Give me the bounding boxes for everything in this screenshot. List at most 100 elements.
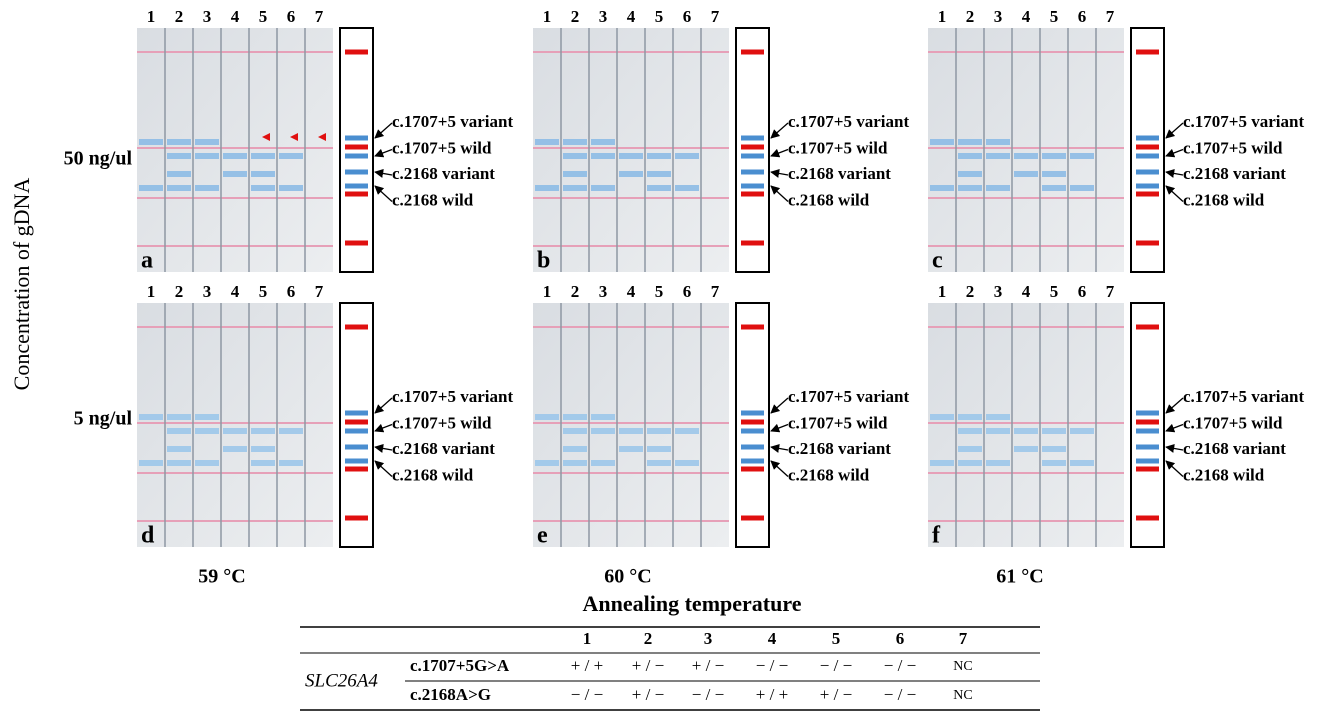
probe-band <box>1014 171 1038 177</box>
probe-band <box>1070 428 1094 434</box>
reference-band <box>345 191 368 197</box>
probe-band <box>563 185 587 191</box>
lane-number: 1 <box>938 7 947 26</box>
probe-band <box>647 185 671 191</box>
band-label: c.2168 wild <box>1183 190 1265 209</box>
probe-band <box>167 185 191 191</box>
band-label: c.1707+5 variant <box>1183 112 1304 131</box>
arrow <box>1165 185 1184 202</box>
table-header: 2 <box>644 629 653 648</box>
table-row-label: c.1707+5G>A <box>410 656 510 675</box>
arrow <box>770 460 789 477</box>
probe-band <box>167 414 191 420</box>
reference-strip <box>1130 27 1165 273</box>
panel-letter: a <box>141 248 153 274</box>
probe-band <box>675 460 699 466</box>
table-header: 1 <box>583 629 592 648</box>
table-cell: + / − <box>820 685 852 704</box>
arrow <box>770 443 789 453</box>
band-label: c.2168 variant <box>788 164 891 183</box>
band-label: c.2168 wild <box>788 465 870 484</box>
probe-band <box>986 139 1010 145</box>
probe-band <box>958 460 982 466</box>
probe-band <box>930 460 954 466</box>
probe-band <box>223 446 247 452</box>
lane-number: 3 <box>994 7 1003 26</box>
probe-band <box>591 460 615 466</box>
probe-band <box>1042 185 1066 191</box>
band-label: c.2168 variant <box>1183 439 1286 458</box>
table-cell: − / − <box>820 656 852 675</box>
lane-number: 3 <box>994 282 1003 301</box>
probe-band <box>563 139 587 145</box>
reference-strip <box>735 302 770 548</box>
probe-band <box>1014 446 1038 452</box>
row-label: 5 ng/ul <box>74 408 133 430</box>
probe-band <box>930 414 954 420</box>
lane-number: 2 <box>175 7 184 26</box>
arrow <box>1165 443 1184 453</box>
gene-label: SLC26A4 <box>305 670 378 691</box>
arrow <box>770 185 789 202</box>
lane-number: 3 <box>203 282 212 301</box>
probe-band <box>563 171 587 177</box>
lane-number: 4 <box>627 282 636 301</box>
reference-band <box>741 240 764 246</box>
probe-band <box>139 185 163 191</box>
reference-band <box>741 324 764 330</box>
table-cell: − / − <box>884 656 916 675</box>
table-cell: + / + <box>756 685 788 704</box>
probe-band <box>958 139 982 145</box>
arrow <box>374 148 393 158</box>
reference-band <box>1136 135 1159 141</box>
y-axis-label: Concentration of gDNA <box>9 178 34 391</box>
reference-band <box>1136 324 1159 330</box>
reference-band <box>345 444 368 450</box>
lane-number: 5 <box>259 282 268 301</box>
probe-band <box>675 428 699 434</box>
reference-band <box>741 49 764 55</box>
probe-band <box>986 428 1010 434</box>
table-cell: − / − <box>884 685 916 704</box>
lane-number: 6 <box>287 7 296 26</box>
reference-band <box>1136 515 1159 521</box>
band-label: c.2168 variant <box>392 164 495 183</box>
lane-number: 7 <box>315 282 324 301</box>
arrowhead-marker <box>262 133 270 141</box>
strip-photo <box>533 28 729 272</box>
band-label: c.2168 wild <box>392 190 474 209</box>
probe-band <box>139 414 163 420</box>
table-header: 4 <box>768 629 777 648</box>
arrow <box>1165 423 1184 433</box>
lane-number: 4 <box>231 7 240 26</box>
probe-band <box>591 153 615 159</box>
probe-band <box>223 153 247 159</box>
probe-band <box>535 460 559 466</box>
probe-band <box>563 414 587 420</box>
arrow <box>1165 460 1184 477</box>
band-label: c.1707+5 wild <box>788 138 888 157</box>
reference-band <box>345 428 368 434</box>
band-label: c.2168 variant <box>788 439 891 458</box>
probe-band <box>986 153 1010 159</box>
reference-band <box>1136 191 1159 197</box>
table-header: 6 <box>896 629 905 648</box>
band-label: c.2168 variant <box>1183 164 1286 183</box>
probe-band <box>535 139 559 145</box>
band-label: c.1707+5 wild <box>1183 413 1283 432</box>
probe-band <box>675 153 699 159</box>
strip-photo <box>533 303 729 547</box>
probe-band <box>1070 460 1094 466</box>
reference-band <box>741 458 764 464</box>
arrow <box>770 148 789 158</box>
lane-number: 5 <box>259 7 268 26</box>
probe-band <box>1042 153 1066 159</box>
reference-band <box>345 240 368 246</box>
band-label: c.1707+5 variant <box>788 387 909 406</box>
band-label: c.1707+5 variant <box>1183 387 1304 406</box>
reference-band <box>741 515 764 521</box>
probe-band <box>167 139 191 145</box>
lane-number: 7 <box>711 7 720 26</box>
reference-band <box>741 153 764 159</box>
band-label: c.1707+5 wild <box>788 413 888 432</box>
